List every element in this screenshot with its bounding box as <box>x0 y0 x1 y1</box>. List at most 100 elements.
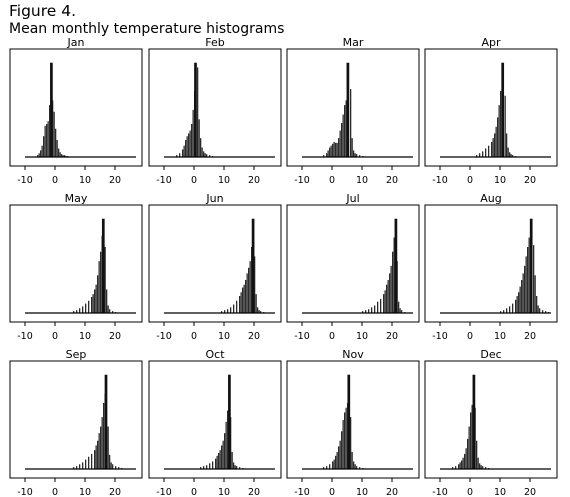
x-tick-label: 0 <box>329 331 335 342</box>
histogram-bar <box>107 426 109 469</box>
histogram-bar <box>332 143 334 157</box>
histogram-bar <box>387 280 389 313</box>
histogram-bar <box>91 296 93 313</box>
histogram-bar <box>109 454 111 469</box>
histogram-bar <box>197 67 199 157</box>
x-tick-label: 20 <box>109 331 121 342</box>
panel-title: Sep <box>66 348 87 361</box>
histogram-bar-peak <box>251 218 255 313</box>
histogram-bar <box>482 151 484 157</box>
histogram-bar <box>528 237 530 313</box>
histogram-bar <box>524 265 526 313</box>
histogram-bar <box>218 452 220 469</box>
histogram-bar <box>516 296 518 313</box>
x-tick-label: 10 <box>218 175 230 186</box>
histogram-bar <box>458 464 460 469</box>
histogram-bar <box>323 155 325 157</box>
histogram-bar <box>79 308 81 313</box>
histogram-bar <box>59 152 61 157</box>
histogram-bar <box>260 311 262 313</box>
histogram-bar <box>112 464 114 469</box>
histogram-bar <box>47 121 49 157</box>
histogram-bar <box>46 124 48 157</box>
x-tick-label: 20 <box>248 331 260 342</box>
histogram-bar <box>335 142 337 157</box>
panel-sep: Sep -10 0 10 20 <box>9 348 143 497</box>
histogram-bar <box>255 294 257 313</box>
histogram-bar <box>206 465 208 469</box>
x-tick-label: 20 <box>386 175 398 186</box>
histogram-bar <box>329 464 331 469</box>
x-tick-label: -10 <box>17 175 33 186</box>
x-tick-label: 20 <box>524 175 536 186</box>
histogram-bar <box>101 417 103 469</box>
histogram-bar <box>323 467 325 469</box>
histogram-bar <box>76 310 78 313</box>
histogram-bar <box>491 141 493 157</box>
histogram-bar <box>183 145 185 157</box>
histogram-bar <box>342 419 344 469</box>
histogram-bar <box>345 407 347 469</box>
histogram-bar <box>73 311 75 313</box>
histogram-bar <box>233 462 235 469</box>
histogram-bar <box>118 467 120 469</box>
histogram-bar <box>537 305 539 313</box>
x-tick-label: 10 <box>218 331 230 342</box>
histogram-bar <box>230 307 232 313</box>
histogram-bar <box>198 119 200 157</box>
histogram-bar <box>545 311 547 313</box>
histogram-bar <box>44 125 46 157</box>
histogram-bar <box>176 155 178 157</box>
histogram-bar <box>82 462 84 469</box>
histogram-bar <box>61 154 63 157</box>
histogram-bar <box>85 303 87 313</box>
histogram-bar <box>354 153 356 157</box>
histogram-bar <box>512 303 514 313</box>
figure-title: Mean monthly temperature histograms <box>9 21 285 37</box>
histogram-bar <box>539 308 541 313</box>
histogram-bar <box>179 153 181 157</box>
histogram-bar <box>500 311 502 313</box>
histogram-bar <box>339 440 341 469</box>
histogram-bar <box>353 461 355 469</box>
histogram-bar <box>476 155 478 157</box>
histogram-bar-peak <box>194 62 197 157</box>
histogram-bar <box>97 440 99 469</box>
histogram-bar <box>185 140 187 157</box>
x-tick-label: 0 <box>191 331 197 342</box>
histogram-bar <box>209 155 211 157</box>
histogram-bar <box>339 130 341 157</box>
histogram-bar <box>374 305 376 313</box>
x-tick-label: 10 <box>494 487 506 497</box>
histogram-bar <box>377 301 379 313</box>
histogram-bar <box>533 245 535 313</box>
histogram-bar <box>227 410 229 469</box>
histogram-bar <box>506 133 508 157</box>
panel-apr: Apr -10 0 10 20 <box>424 36 558 186</box>
histogram-bar <box>333 141 335 157</box>
histogram-bar <box>221 445 223 469</box>
x-tick-label: 20 <box>248 175 260 186</box>
histogram-bar <box>258 310 260 313</box>
histogram-bar <box>476 440 478 469</box>
histogram-bar-peak <box>101 218 105 313</box>
histogram-bar <box>365 310 367 313</box>
histogram-bar <box>242 287 244 313</box>
histogram-bar <box>186 136 188 157</box>
histogram-bar <box>55 128 57 157</box>
histogram-bar <box>465 448 467 469</box>
histogram-bar <box>464 453 466 469</box>
panel-mar: Mar -10 0 10 20 <box>286 36 420 186</box>
histogram-bar <box>95 445 97 469</box>
histogram-bar <box>459 462 461 469</box>
histogram-bar <box>254 256 256 313</box>
histogram-bar <box>488 145 490 157</box>
histogram-bar <box>356 466 358 469</box>
histogram-bar <box>115 466 117 469</box>
histogram-bar <box>104 247 106 313</box>
histogram-bar <box>495 126 497 157</box>
panel-title: Jan <box>67 36 85 49</box>
histogram-bar-peak <box>394 218 398 313</box>
histogram-bar <box>326 466 328 469</box>
histogram-bar <box>326 153 328 157</box>
